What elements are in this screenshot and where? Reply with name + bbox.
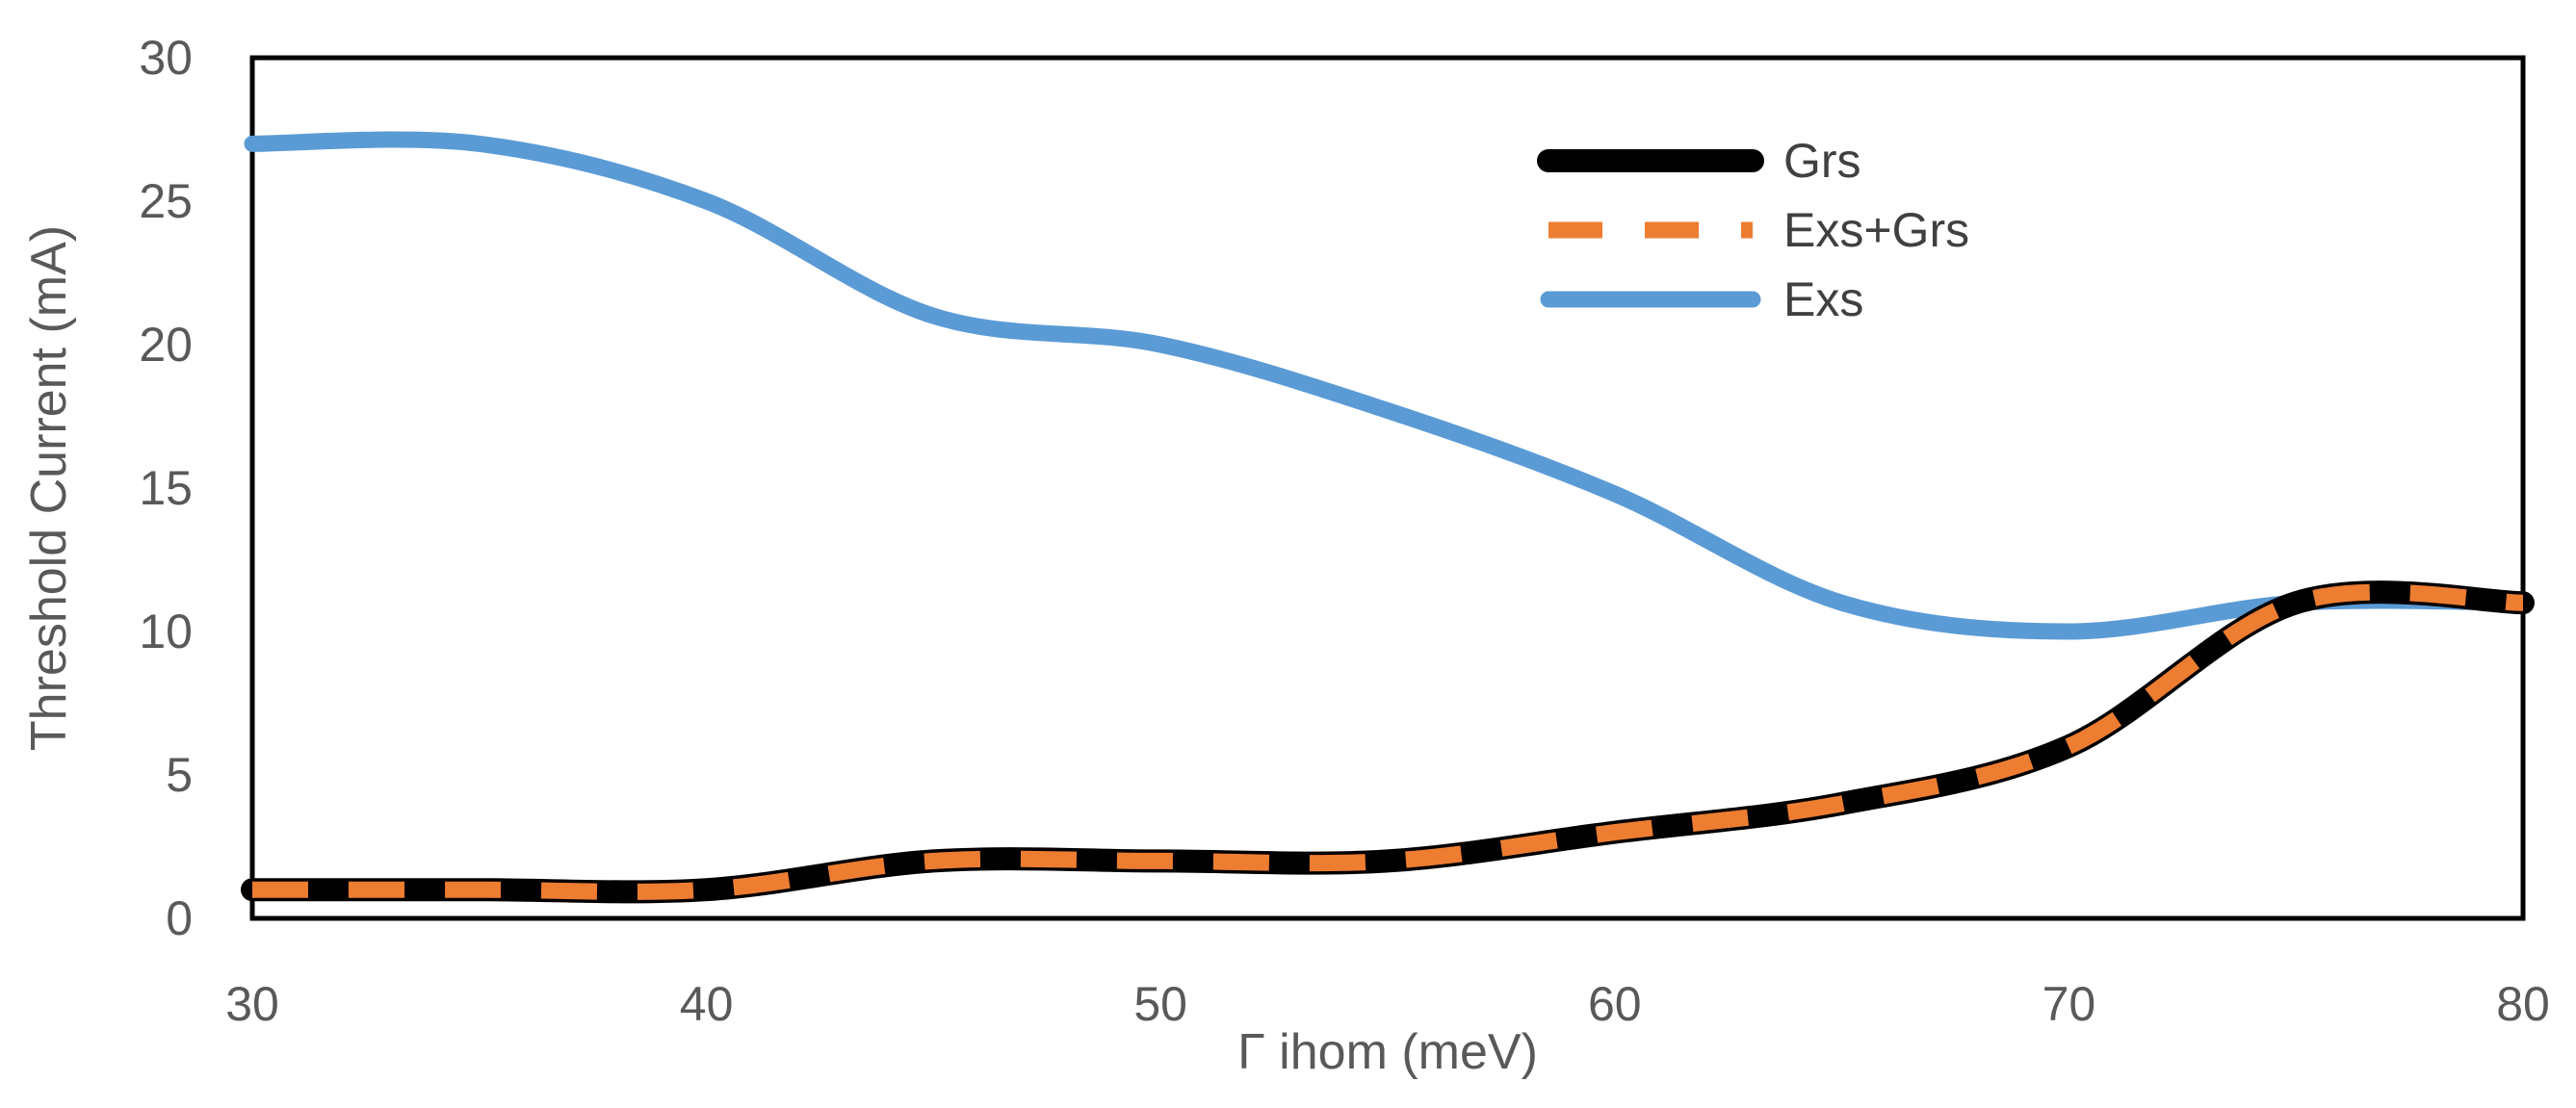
y-tick-label: 20 [139,318,193,372]
legend-label: Exs+Grs [1783,203,1969,257]
plot-area [249,55,2526,921]
x-tick-label: 50 [1133,977,1187,1031]
y-tick-labels: 0 5 10 15 20 25 30 [139,31,193,945]
series-line-exs [244,131,2532,640]
x-tick-label: 70 [2043,977,2096,1031]
y-tick-label: 10 [139,605,193,658]
y-tick-label: 25 [139,174,193,228]
x-tick-label: 60 [1588,977,1642,1031]
y-tick-label: 5 [166,748,193,802]
legend-label: Grs [1783,134,1861,188]
series-layer [241,131,2535,904]
x-tick-label: 30 [225,977,279,1031]
x-tick-label: 80 [2496,977,2550,1031]
y-axis-title: Threshold Current (mA) [21,225,77,751]
legend-label: Exs [1783,272,1863,326]
y-tick-label: 0 [166,891,193,945]
y-tick-label: 30 [139,31,193,85]
y-tick-label: 15 [139,461,193,515]
series-line-exs-grs [252,583,2524,900]
legend: Grs Exs+Grs Exs [1537,134,1969,326]
x-tick-labels: 30 40 50 60 70 80 [225,977,2550,1031]
x-tick-label: 40 [680,977,734,1031]
x-axis-title: Γ ihom (meV) [1237,1024,1538,1080]
